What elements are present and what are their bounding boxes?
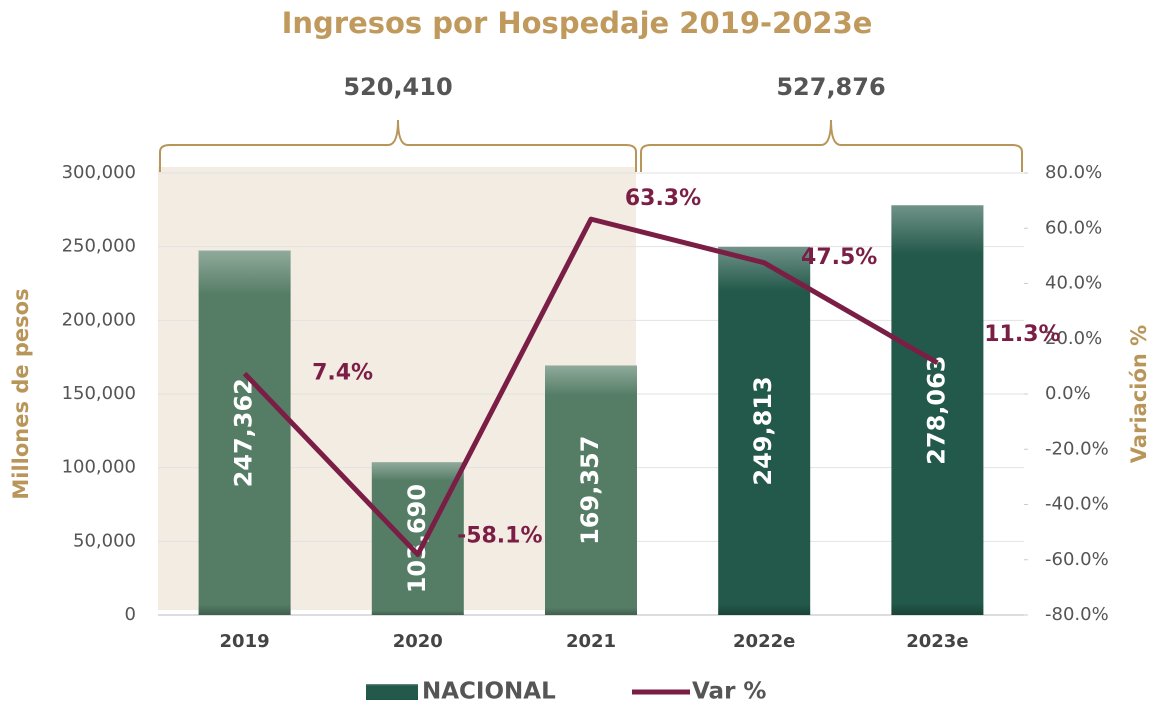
x-tick-label: 2023e <box>906 631 968 652</box>
legend-label: Var % <box>692 679 766 704</box>
y2-tick-label: -40.0% <box>1045 494 1109 515</box>
y2-tick-label: 60.0% <box>1045 217 1102 238</box>
x-tick-label: 2020 <box>393 631 443 652</box>
y-tick-label: 0 <box>125 604 136 625</box>
bar-shine <box>371 462 464 615</box>
y2-tick-label: 40.0% <box>1045 273 1102 294</box>
brace <box>159 119 637 172</box>
bar-value-label: 247,362 <box>230 378 258 487</box>
bar-shine <box>891 205 984 616</box>
y2-tick-label: -80.0% <box>1045 604 1109 625</box>
x-tick-label: 2019 <box>220 631 270 652</box>
line-value-label: 63.3% <box>625 186 701 211</box>
y2-tick-label: -60.0% <box>1045 549 1109 570</box>
y-tick-label: 250,000 <box>62 236 136 257</box>
bar-shine <box>718 246 811 615</box>
bar-shine <box>545 365 637 615</box>
chart-title: Ingresos por Hospedaje 2019-2023e <box>282 6 873 40</box>
y-tick-label: 100,000 <box>62 457 136 478</box>
y-axis-title: Millones de pesos <box>9 288 33 499</box>
annotation: 520,410 <box>343 73 452 101</box>
y-tick-label: 50,000 <box>73 530 136 551</box>
annotation: 527,876 <box>776 73 885 101</box>
legend-label: NACIONAL <box>422 679 556 704</box>
legend-swatch-shine <box>366 684 418 700</box>
bar-value-label: 249,813 <box>749 376 777 485</box>
bar-value-label: 169,357 <box>576 436 604 545</box>
y-tick-label: 200,000 <box>62 309 136 330</box>
y2-tick-label: 80.0% <box>1045 162 1102 183</box>
line <box>242 216 939 558</box>
y-tick-label: 150,000 <box>62 383 136 404</box>
x-tick-label: 2022e <box>733 631 795 652</box>
bar-value-label: 278,063 <box>922 356 950 465</box>
line-value-label: 11.3% <box>984 322 1060 347</box>
y2-tick-label: -20.0% <box>1045 438 1109 459</box>
line-value-label: 47.5% <box>801 245 877 270</box>
y2-tick-label: 20.0% <box>1045 328 1102 349</box>
line-value-label: 7.4% <box>312 361 373 386</box>
y2-tick-label: 0.0% <box>1045 383 1091 404</box>
line-value-label: -58.1% <box>457 524 542 549</box>
brace <box>640 119 1023 172</box>
x-tick-label: 2021 <box>566 631 616 652</box>
y-tick-label: 300,000 <box>62 162 136 183</box>
bar-shine <box>198 250 291 615</box>
y2-axis-title: Variación % <box>1127 325 1151 463</box>
